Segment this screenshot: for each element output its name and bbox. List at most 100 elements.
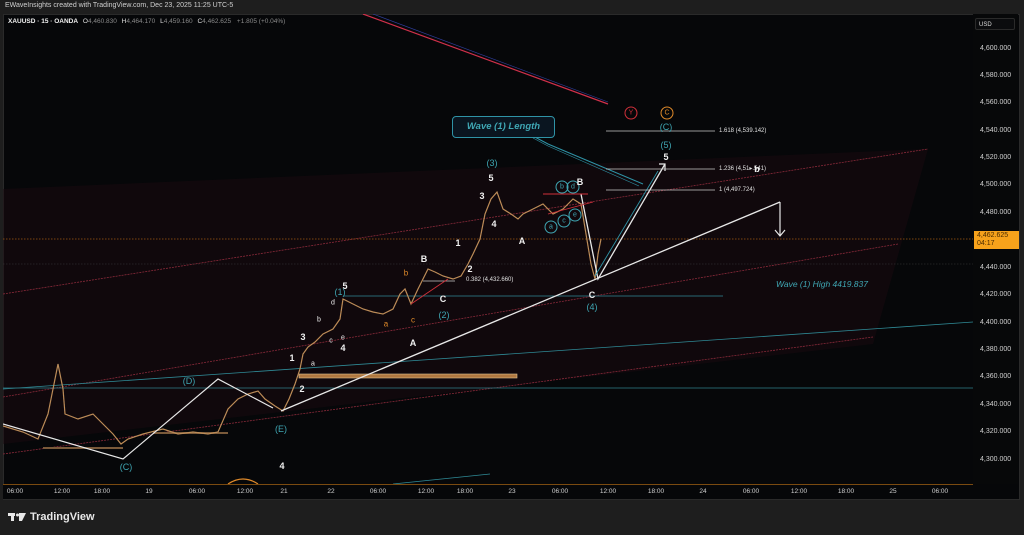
support-zone (298, 373, 518, 379)
wave-abcde-path (3, 378, 274, 460)
wave-1-label: 1 (455, 238, 461, 248)
cycle-arc (227, 478, 259, 484)
wave1-length-callout[interactable]: Wave (1) Length (452, 116, 555, 138)
wave-C-label: C (588, 290, 596, 300)
price-tick: 4,360.000 (980, 373, 1012, 380)
red-trendline (362, 14, 609, 105)
fib-0382-label: 0.382 (4,432.660) (466, 277, 514, 283)
lone-4-label: 4 (279, 461, 285, 471)
cursor-b-marker: b (754, 164, 760, 174)
wave-c-target-label: (C) (659, 122, 673, 132)
wave-B-label: B (576, 177, 584, 187)
minor-3-label: 3 (300, 332, 306, 342)
tradingview-logo-icon (8, 513, 26, 521)
wave-A-label: A (518, 236, 526, 246)
red-wave2-line (410, 278, 449, 305)
wave-d-paren-label: (D) (182, 376, 196, 386)
teal-segment (392, 473, 491, 484)
wave-a-circle: a (544, 220, 558, 234)
channel-mid-line (3, 243, 899, 398)
tradingview-branding[interactable]: TradingView (8, 511, 95, 523)
red-ace-line (547, 201, 594, 215)
blue-trendline (372, 14, 609, 103)
bar-countdown: 04:17 (977, 240, 995, 247)
brand-name: TradingView (30, 511, 95, 523)
high-value: 4,464.170 (126, 18, 156, 25)
currency-button[interactable]: USD (975, 18, 1015, 30)
wave-c-small-circle: c (557, 214, 571, 228)
price-tick: 4,560.000 (980, 99, 1012, 106)
price-tick: 4,440.000 (980, 264, 1012, 271)
open-value: 4,460.830 (87, 18, 117, 25)
orange-c-label: c (411, 315, 415, 325)
close-value: 4,462.625 (202, 18, 232, 25)
minor-4-label: 4 (340, 343, 346, 353)
minor-5-label: 5 (342, 281, 348, 291)
projected-wave5 (580, 163, 666, 281)
wave-2-label: 2 (467, 264, 473, 274)
minor-2-label: 2 (299, 384, 305, 394)
support-zone-small-2 (153, 432, 228, 434)
channel-shading (3, 149, 928, 444)
wave1-high-label[interactable]: Wave (1) High 4419.837 (776, 279, 868, 289)
time-tick: 12:00 (236, 488, 254, 495)
time-tick: 22 (327, 488, 335, 495)
price-tick: 4,400.000 (980, 319, 1012, 326)
top-bar: EWaveInsights created with TradingView.c… (0, 0, 1024, 14)
time-tick: 19 (145, 488, 153, 495)
wave-B2-label: B (420, 254, 428, 264)
wave-3-paren-label: (3) (486, 158, 498, 168)
price-tick: 4,600.000 (980, 45, 1012, 52)
time-tick: 25 (889, 488, 897, 495)
target-5-label: 5 (663, 152, 669, 162)
price-tick: 4,500.000 (980, 181, 1012, 188)
wave-d-circle: d (566, 180, 580, 194)
price-tick: 4,340.000 (980, 401, 1012, 408)
price-tick: 4,480.000 (980, 209, 1012, 216)
last-price-value: 4,462.625 (977, 232, 1009, 239)
wave-5-paren-label: (5) (660, 140, 672, 150)
time-tick: 06:00 (188, 488, 206, 495)
price-tick: 4,420.000 (980, 291, 1012, 298)
wave-trendline (280, 201, 781, 412)
price-tick: 4,380.000 (980, 346, 1012, 353)
sub-e-label: e (341, 334, 345, 342)
price-path-grey (3, 191, 602, 445)
time-tick: 24 (699, 488, 707, 495)
price-tick: 4,540.000 (980, 127, 1012, 134)
wave-1-paren-label: (1) (334, 287, 346, 297)
wave-4-paren-label: (4) (586, 302, 598, 312)
price-chart[interactable] (3, 14, 973, 484)
time-axis[interactable]: 06:00 12:00 18:00 19 06:00 12:00 21 22 0… (3, 484, 973, 499)
wave-2-paren-label: (2) (438, 310, 450, 320)
time-tick: 18:00 (93, 488, 111, 495)
symbol-label[interactable]: XAUUSD · 15 · OANDA (8, 18, 79, 25)
wave-3-label: 3 (479, 191, 485, 201)
teal-projection (594, 170, 659, 277)
price-axis[interactable] (973, 14, 1018, 484)
minor-1-label: 1 (289, 353, 295, 363)
orange-a-label: a (383, 319, 389, 329)
sub-d-label: d (331, 299, 335, 307)
time-tick: 21 (280, 488, 288, 495)
wave-c-paren-label: (C) (119, 462, 133, 472)
fib-1236-label: 1.236 (4,51▸.541) (719, 166, 767, 172)
time-tick: 23 (508, 488, 516, 495)
time-tick: 12:00 (417, 488, 435, 495)
last-price-badge: 4,462.625 04:17 (974, 231, 1019, 249)
fib-1618-label: 1.618 (4,539.142) (719, 128, 767, 134)
wave-c-circle: C (660, 106, 674, 120)
wave-5-label: 5 (488, 173, 494, 183)
wave-A2-label: A (409, 338, 417, 348)
wave-C2-label: C (439, 294, 447, 304)
teal-trendline (3, 321, 973, 390)
time-tick: 12:00 (790, 488, 808, 495)
orange-b-label: b (403, 268, 409, 278)
low-value: 4,459.160 (163, 18, 193, 25)
time-tick: 18:00 (456, 488, 474, 495)
down-arrow-head (774, 229, 786, 237)
time-tick: 06:00 (6, 488, 24, 495)
time-tick: 18:00 (647, 488, 665, 495)
candles (3, 190, 602, 445)
time-tick: 12:00 (599, 488, 617, 495)
